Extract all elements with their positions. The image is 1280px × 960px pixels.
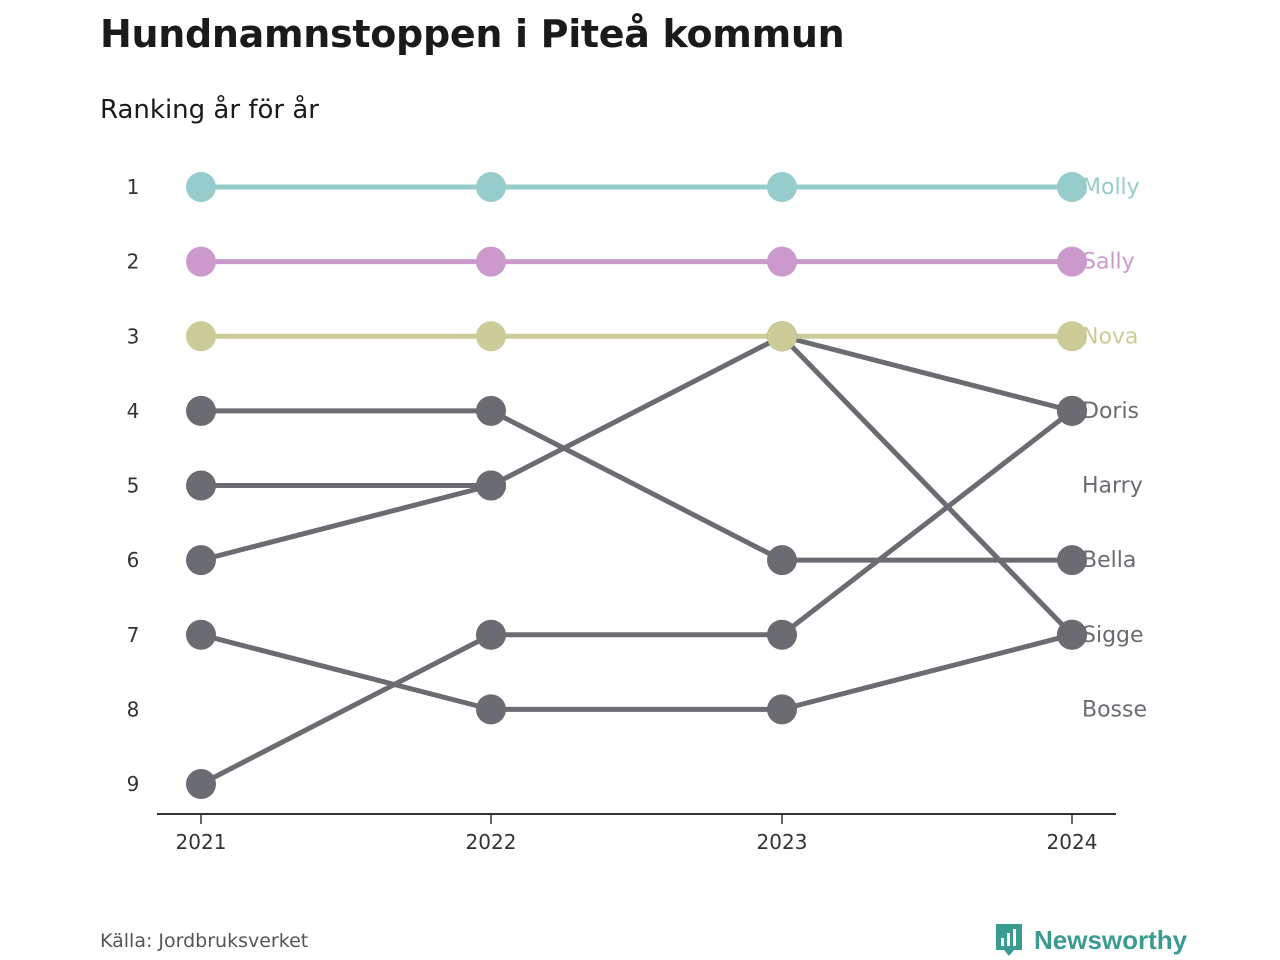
source-note: Källa: Jordbruksverket (100, 930, 309, 952)
series-line-unnamed (779, 333, 1075, 414)
series-label-bella: Bella (1082, 548, 1136, 573)
brand-name: Newsworthy (1034, 924, 1188, 955)
point-sally (1057, 246, 1087, 277)
x-axis: 2021 2022 2023 2024 (157, 813, 1116, 854)
series-line-bosse (198, 632, 1075, 712)
point-molly (186, 172, 216, 202)
point-doris (186, 769, 216, 799)
y-tick-label: 5 (127, 474, 140, 498)
point-nova (476, 321, 506, 352)
y-tick-label: 1 (127, 175, 140, 199)
point-sigge (476, 470, 506, 501)
y-axis-ticks: 1 2 3 4 5 6 7 8 9 (127, 175, 140, 796)
point-nova (1057, 321, 1087, 352)
point-bella (1057, 545, 1087, 576)
point-bosse (767, 694, 797, 725)
point-bella (476, 395, 506, 426)
series-label-sally: Sally (1082, 250, 1135, 275)
x-tick-label: 2024 (1047, 830, 1098, 854)
x-tick-label: 2021 (176, 830, 227, 854)
series-points (186, 172, 1087, 799)
chart-subtitle: Ranking år för år (100, 95, 319, 125)
point-sigge (186, 545, 216, 576)
point-nova (767, 321, 797, 352)
point-unnamed (1057, 395, 1087, 426)
newsworthy-logo-icon (996, 924, 1022, 956)
point-nova (186, 321, 216, 352)
series-label-harry: Harry (1082, 474, 1143, 499)
point-doris (476, 619, 506, 650)
series-line-doris (198, 408, 1075, 787)
y-tick-label: 8 (127, 697, 140, 721)
point-bosse (1057, 619, 1087, 650)
series-label-sigge: Sigge (1082, 623, 1144, 648)
point-sally (186, 246, 216, 277)
x-tick-label: 2022 (466, 830, 517, 854)
series-label-doris: Doris (1082, 399, 1139, 424)
series-lines (198, 184, 1075, 787)
series-line-bella (198, 408, 1075, 563)
y-tick-label: 2 (127, 250, 140, 274)
point-molly (767, 172, 797, 202)
series-label-nova: Nova (1082, 324, 1138, 349)
x-tick-label: 2023 (757, 830, 808, 854)
y-tick-label: 6 (127, 548, 140, 572)
point-bella (186, 395, 216, 426)
y-tick-label: 7 (127, 623, 140, 647)
chart-title: Hundnamnstoppen i Piteå kommun (100, 12, 845, 56)
point-sally (767, 246, 797, 277)
point-doris (767, 619, 797, 650)
point-molly (476, 172, 506, 202)
point-bosse (476, 694, 506, 725)
series-label-molly: Molly (1082, 175, 1140, 200)
point-bella (767, 545, 797, 576)
point-harry (186, 470, 216, 501)
y-tick-label: 4 (127, 399, 140, 423)
newsworthy-logo: Newsworthy (994, 922, 1187, 958)
point-bosse (186, 619, 216, 650)
series-line-sigge (198, 333, 1075, 638)
y-tick-label: 9 (127, 772, 140, 796)
y-tick-label: 3 (127, 324, 140, 348)
series-label-bosse: Bosse (1082, 697, 1147, 722)
series-labels: Molly Sally Nova Doris Harry Bella Sigge Bosse (1082, 175, 1147, 722)
point-sally (476, 246, 506, 277)
point-molly (1057, 172, 1087, 202)
